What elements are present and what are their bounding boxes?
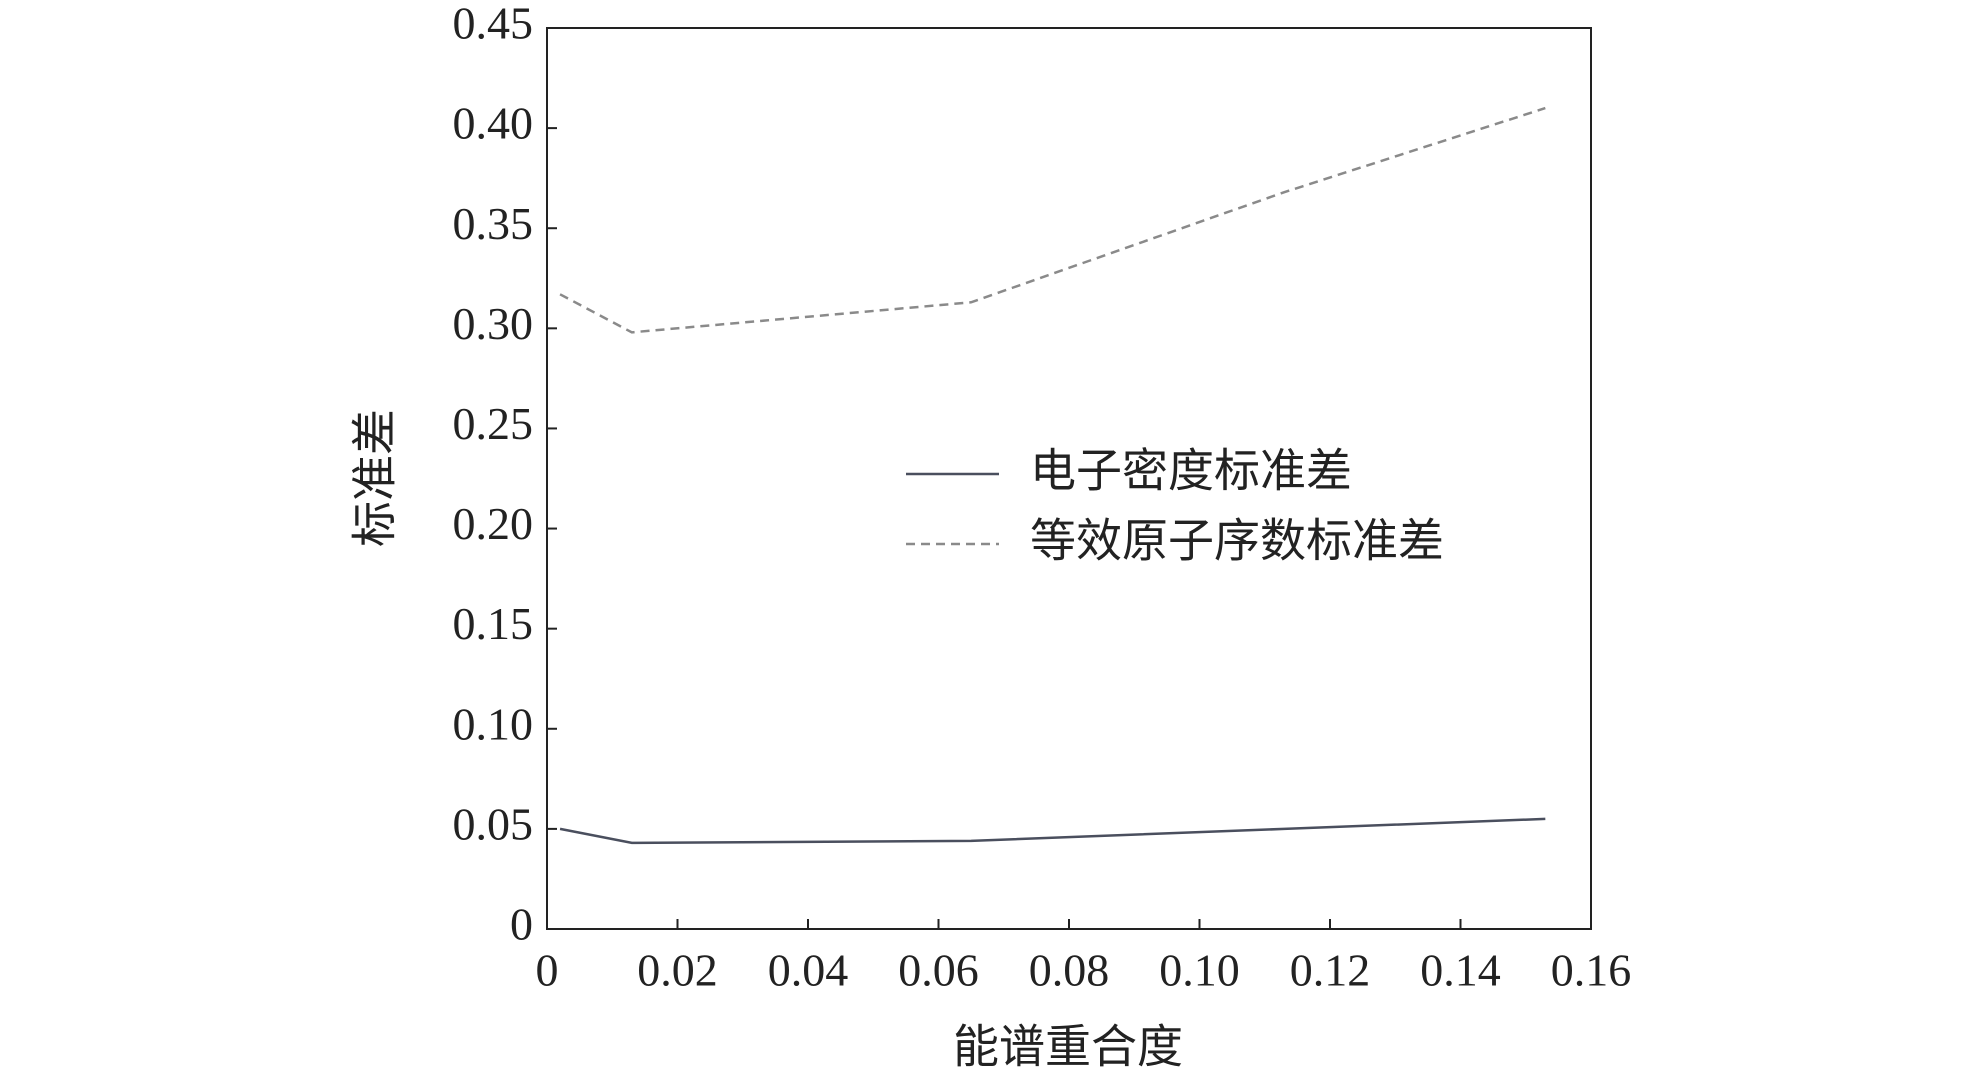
y-tick-label: 0.10 — [453, 698, 534, 749]
y-tick-label: 0.30 — [453, 298, 534, 349]
x-axis-title: 能谱重合度 — [953, 1020, 1183, 1070]
y-tick-label: 0.35 — [453, 198, 534, 249]
y-tick-label: 0.45 — [453, 0, 534, 49]
y-tick-label: 0 — [510, 899, 533, 950]
y-tick-label: 0.20 — [453, 498, 534, 549]
x-tick-label: 0.06 — [898, 945, 979, 996]
x-tick-label: 0.04 — [768, 945, 849, 996]
x-tick-label: 0 — [536, 945, 559, 996]
y-tick-label: 0.05 — [453, 798, 534, 849]
legend-label: 电子密度标准差 — [1030, 444, 1352, 498]
series-line — [559, 817, 1546, 845]
legend-label: 等效原子序数标准差 — [1030, 514, 1444, 568]
y-tick-label: 0.15 — [453, 598, 534, 649]
series-line — [559, 106, 1546, 334]
x-tick-label: 0.10 — [1159, 945, 1240, 996]
x-tick-label: 0.02 — [637, 945, 718, 996]
x-tick-label: 0.16 — [1551, 945, 1632, 996]
y-axis-title: 标准差 — [348, 409, 402, 547]
x-tick-label: 0.14 — [1420, 945, 1501, 996]
y-tick-label: 0.40 — [453, 98, 534, 149]
x-tick-label: 0.08 — [1029, 945, 1110, 996]
x-tick-label: 0.12 — [1290, 945, 1371, 996]
y-tick-label: 0.25 — [453, 398, 534, 449]
